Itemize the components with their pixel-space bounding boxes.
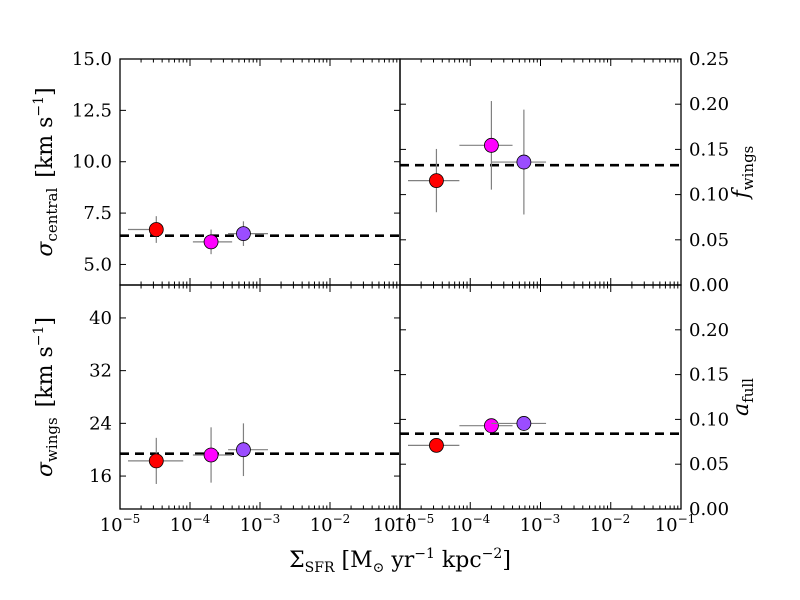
data-point	[429, 437, 444, 453]
ytick-label: 0.10	[689, 185, 729, 206]
ylabel-f-wings: fwings	[729, 146, 757, 201]
data-point	[483, 418, 499, 434]
data-point	[516, 154, 532, 170]
xtick-label: 10−5	[394, 512, 435, 536]
xtick-label: 10−3	[520, 512, 561, 536]
panel-frame-top-right	[399, 58, 682, 286]
axis-ticks: 5.0 7.5 10.0 12.5 15.0 0.00 0.05 0.10 0.15 0.20 0.…	[72, 49, 729, 520]
ytick-label: 0.15	[689, 365, 729, 386]
xtick-label: 10−1	[655, 512, 696, 536]
data-point	[203, 234, 219, 250]
ytick-label: 0.00	[689, 499, 729, 520]
data-point	[483, 137, 499, 153]
xtick-label: 10−5	[100, 512, 141, 536]
ytick-label: 0.10	[689, 409, 729, 430]
xlabel-sigma-sfr: ΣSFR [M⊙ yr−1 kpc−2]	[289, 546, 511, 576]
xtick-label: 10−4	[170, 512, 211, 536]
ytick-label: 32	[89, 361, 112, 382]
data-point	[236, 442, 251, 458]
ytick-label: 16	[89, 466, 112, 487]
ytick-label: 0.05	[689, 230, 729, 251]
panel-frame-bottom-left	[119, 284, 401, 510]
ytick-label: 5.0	[83, 254, 112, 275]
ytick-label: 0.05	[689, 454, 729, 475]
data-point	[203, 447, 219, 463]
ytick-label: 15.0	[72, 49, 112, 70]
ylabel-a-full: afull	[729, 378, 757, 416]
xtick-label: 10−2	[310, 512, 351, 536]
ytick-label: 0.25	[689, 49, 729, 70]
data-point	[148, 453, 164, 469]
ytick-label: 12.5	[72, 100, 112, 121]
xtick-label: 10−1	[373, 512, 414, 536]
xtick-label: 10−4	[450, 512, 491, 536]
data-point	[148, 222, 164, 237]
data-point	[236, 226, 251, 242]
xtick-label: 10−2	[590, 512, 631, 536]
ytick-label: 0.15	[689, 139, 729, 160]
ytick-label: 40	[89, 308, 112, 329]
ytick-label: 0.00	[689, 275, 729, 296]
ylabel-sigma-central: σcentral[km s−1]	[31, 87, 61, 256]
ytick-label: 24	[89, 413, 112, 434]
panel-frame-top-left	[119, 58, 401, 286]
data-point	[429, 173, 444, 188]
xtick-label: 10−3	[240, 512, 281, 536]
panel-frame-bottom-right	[399, 284, 682, 510]
ytick-label: 10.0	[72, 152, 112, 173]
ytick-label: 0.20	[689, 94, 729, 115]
ylabel-sigma-wings: σwings[km s−1]	[31, 317, 61, 477]
chart-marks	[120, 101, 681, 484]
ytick-label: 0.20	[689, 320, 729, 341]
ytick-label: 7.5	[83, 203, 112, 224]
data-point	[516, 416, 532, 431]
